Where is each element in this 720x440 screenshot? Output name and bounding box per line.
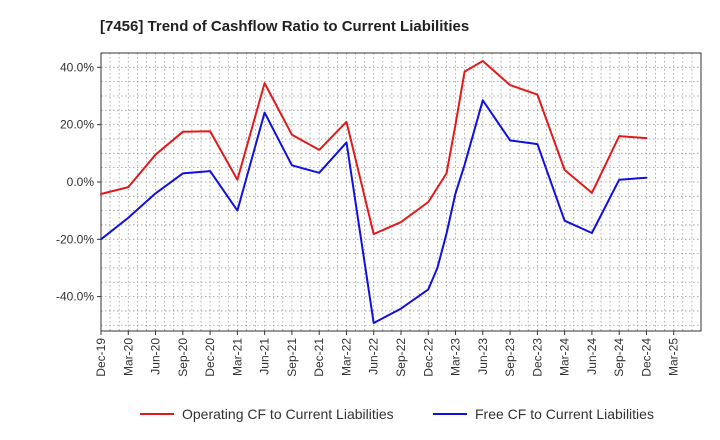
- x-tick-label: Mar-21: [230, 338, 244, 376]
- legend: Operating CF to Current Liabilities Free …: [140, 406, 654, 422]
- x-tick-label: Sep-22: [394, 338, 408, 377]
- x-tick-label: Sep-23: [503, 338, 517, 377]
- x-tick-label: Sep-24: [612, 338, 626, 377]
- x-tick-label: Mar-20: [121, 338, 135, 376]
- x-tick-label: Mar-22: [339, 338, 353, 376]
- x-axis: Dec-19 Mar-20 Jun-20 Sep-20 Dec-20 Mar-21 Jun-…: [94, 331, 681, 377]
- y-tick-label: -40.0%: [56, 290, 94, 304]
- x-tick-label: Dec-22: [421, 338, 435, 377]
- x-tick-label: Dec-19: [94, 338, 108, 377]
- x-tick-label: Jun-20: [149, 338, 163, 375]
- x-tick-label: Mar-25: [667, 338, 681, 376]
- x-tick-label: Mar-23: [449, 338, 463, 376]
- y-axis: -40.0% -20.0% 0.0% 20.0% 40.0%: [56, 60, 101, 304]
- x-tick-label: Jun-24: [585, 338, 599, 375]
- x-tick-label: Jun-22: [367, 338, 381, 375]
- y-tick-label: 20.0%: [60, 118, 94, 132]
- series-line-free-cf: [100, 99, 648, 324]
- x-tick-label: Dec-23: [530, 338, 544, 377]
- y-tick-label: 40.0%: [60, 60, 94, 74]
- x-tick-label: Jun-23: [476, 338, 490, 375]
- legend-label: Operating CF to Current Liabilities: [182, 406, 394, 422]
- legend-label: Free CF to Current Liabilities: [475, 406, 654, 422]
- x-tick-label: Mar-24: [558, 338, 572, 376]
- series-lines: [100, 60, 648, 324]
- x-tick-label: Sep-21: [285, 338, 299, 377]
- y-tick-label: 0.0%: [67, 175, 95, 189]
- x-tick-label: Dec-21: [312, 338, 326, 377]
- x-tick-label: Jun-21: [258, 338, 272, 375]
- grid-lines: [100, 52, 702, 331]
- y-tick-label: -20.0%: [56, 232, 94, 246]
- series-line-operating-cf: [100, 60, 648, 236]
- x-tick-label: Dec-20: [203, 338, 217, 377]
- x-tick-label: Sep-20: [176, 338, 190, 377]
- x-tick-label: Dec-24: [639, 338, 653, 377]
- chart-title: [7456] Trend of Cashflow Ratio to Curren…: [100, 18, 469, 35]
